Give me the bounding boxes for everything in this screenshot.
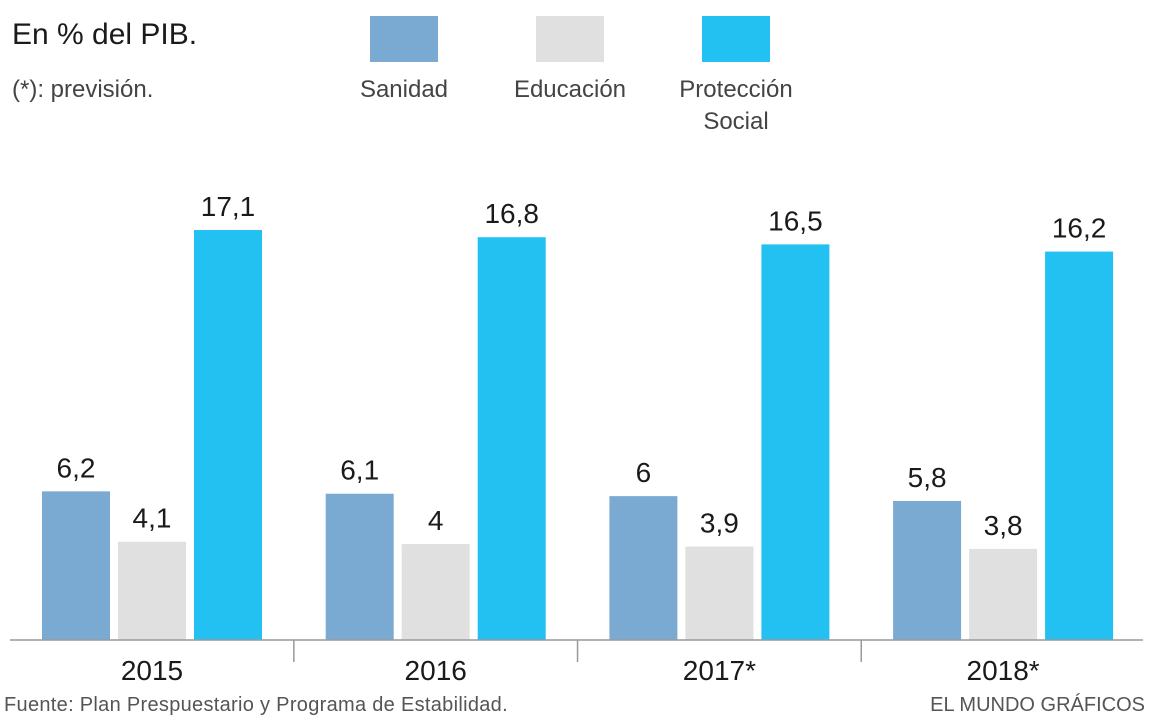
legend-swatch-educacion <box>536 16 604 62</box>
legend-label-educacion: Educación <box>513 76 627 103</box>
legend-label-sanidad: Sanidad <box>359 76 449 103</box>
forecast-note: (*): previsión. <box>12 76 154 103</box>
data-label-educacion-2018: 3,8 <box>984 510 1023 541</box>
data-label-sanidad-2016: 6,1 <box>340 455 379 486</box>
data-label-educacion-2017: 3,9 <box>700 507 739 538</box>
data-label-proteccion-social-2018: 16,2 <box>1052 213 1107 244</box>
bar-sanidad-2015 <box>42 491 110 640</box>
data-label-proteccion-social-2017: 16,5 <box>768 205 823 236</box>
data-label-proteccion-social-2016: 16,8 <box>484 198 539 229</box>
bar-sanidad-2017 <box>609 496 678 640</box>
legend-swatch-sanidad <box>370 16 438 62</box>
bar-educacion-2017 <box>685 546 754 640</box>
bar-educacion-2018 <box>969 548 1038 640</box>
data-label-educacion-2016: 4 <box>428 505 444 536</box>
source-note: Fuente: Plan Prespuestario y Programa de… <box>4 694 508 716</box>
x-tick-label: 2017* <box>683 655 756 686</box>
data-label-educacion-2015: 4,1 <box>133 503 172 534</box>
data-label-sanidad-2017: 6 <box>636 457 652 488</box>
bar-educacion-2015 <box>118 541 186 640</box>
bar-proteccion-social-2015 <box>194 230 262 640</box>
legend-swatch-proteccion-social <box>702 16 770 62</box>
bar-sanidad-2018 <box>893 500 962 640</box>
bar-sanidad-2016 <box>325 493 394 640</box>
legend-label-proteccion-social: Protección Social <box>679 76 793 135</box>
bar-educacion-2016 <box>401 544 470 640</box>
x-tick-label: 2015 <box>121 655 183 686</box>
credit: EL MUNDO GRÁFICOS <box>930 694 1145 716</box>
bar-proteccion-social-2017 <box>761 244 830 640</box>
chart-title: En % del PIB. <box>12 18 198 51</box>
x-tick-label: 2018* <box>967 655 1040 686</box>
data-label-proteccion-social-2015: 17,1 <box>201 191 256 222</box>
data-label-sanidad-2018: 5,8 <box>908 462 947 493</box>
bar-proteccion-social-2018 <box>1045 251 1114 640</box>
bar-proteccion-social-2016 <box>477 237 546 640</box>
data-label-sanidad-2015: 6,2 <box>57 452 96 483</box>
x-tick-label: 2016 <box>405 655 467 686</box>
